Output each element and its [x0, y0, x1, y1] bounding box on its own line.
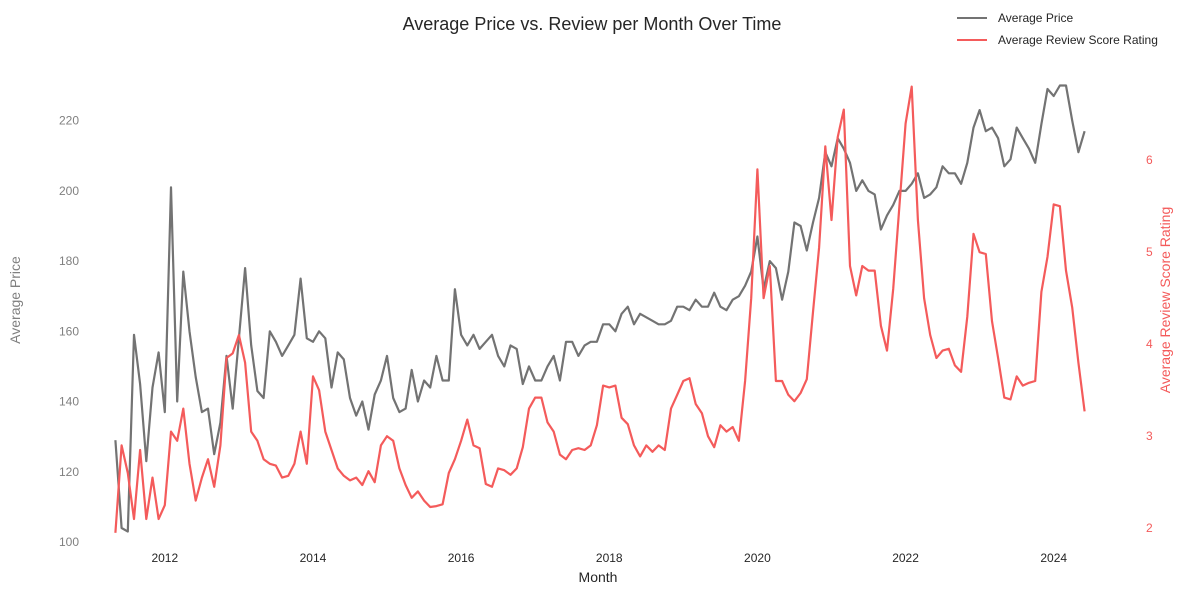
- right-y-tick-label: 2: [1146, 521, 1153, 535]
- left-y-tick-label: 120: [59, 465, 79, 479]
- right-y-tick-label: 4: [1146, 337, 1153, 351]
- x-axis-label: Month: [579, 569, 618, 585]
- review-series-line: [114, 85, 1086, 533]
- x-tick-label: 2016: [448, 551, 475, 565]
- right-y-tick-label: 3: [1146, 429, 1153, 443]
- left-y-tick-label: 200: [59, 184, 79, 198]
- price-series-line: [114, 84, 1086, 533]
- right-y-axis-ticks: 2 3 4 5 6: [1146, 153, 1153, 535]
- left-y-tick-label: 220: [59, 114, 79, 128]
- x-tick-label: 2014: [300, 551, 327, 565]
- x-tick-label: 2018: [596, 551, 623, 565]
- right-y-tick-label: 6: [1146, 153, 1153, 167]
- left-y-axis-ticks: 100 120 140 160 180 200 220: [59, 114, 79, 549]
- left-y-tick-label: 140: [59, 395, 79, 409]
- right-y-tick-label: 5: [1146, 245, 1153, 259]
- series-lines: [114, 84, 1086, 533]
- left-y-axis-label: Average Price: [7, 256, 23, 344]
- right-y-axis-label: Average Review Score Rating: [1157, 207, 1173, 394]
- x-tick-label: 2024: [1040, 551, 1067, 565]
- x-tick-label: 2012: [151, 551, 178, 565]
- chart-title: Average Price vs. Review per Month Over …: [403, 14, 782, 34]
- legend: Average Price Average Review Score Ratin…: [957, 11, 1158, 47]
- left-y-tick-label: 160: [59, 324, 79, 338]
- legend-label-price: Average Price: [998, 11, 1073, 25]
- left-y-tick-label: 100: [59, 535, 79, 549]
- left-y-tick-label: 180: [59, 254, 79, 268]
- x-tick-label: 2020: [744, 551, 771, 565]
- legend-label-review: Average Review Score Rating: [998, 33, 1158, 47]
- x-tick-label: 2022: [892, 551, 919, 565]
- x-axis-ticks: 2012 2014 2016 2018 2020 2022 2024: [151, 551, 1067, 565]
